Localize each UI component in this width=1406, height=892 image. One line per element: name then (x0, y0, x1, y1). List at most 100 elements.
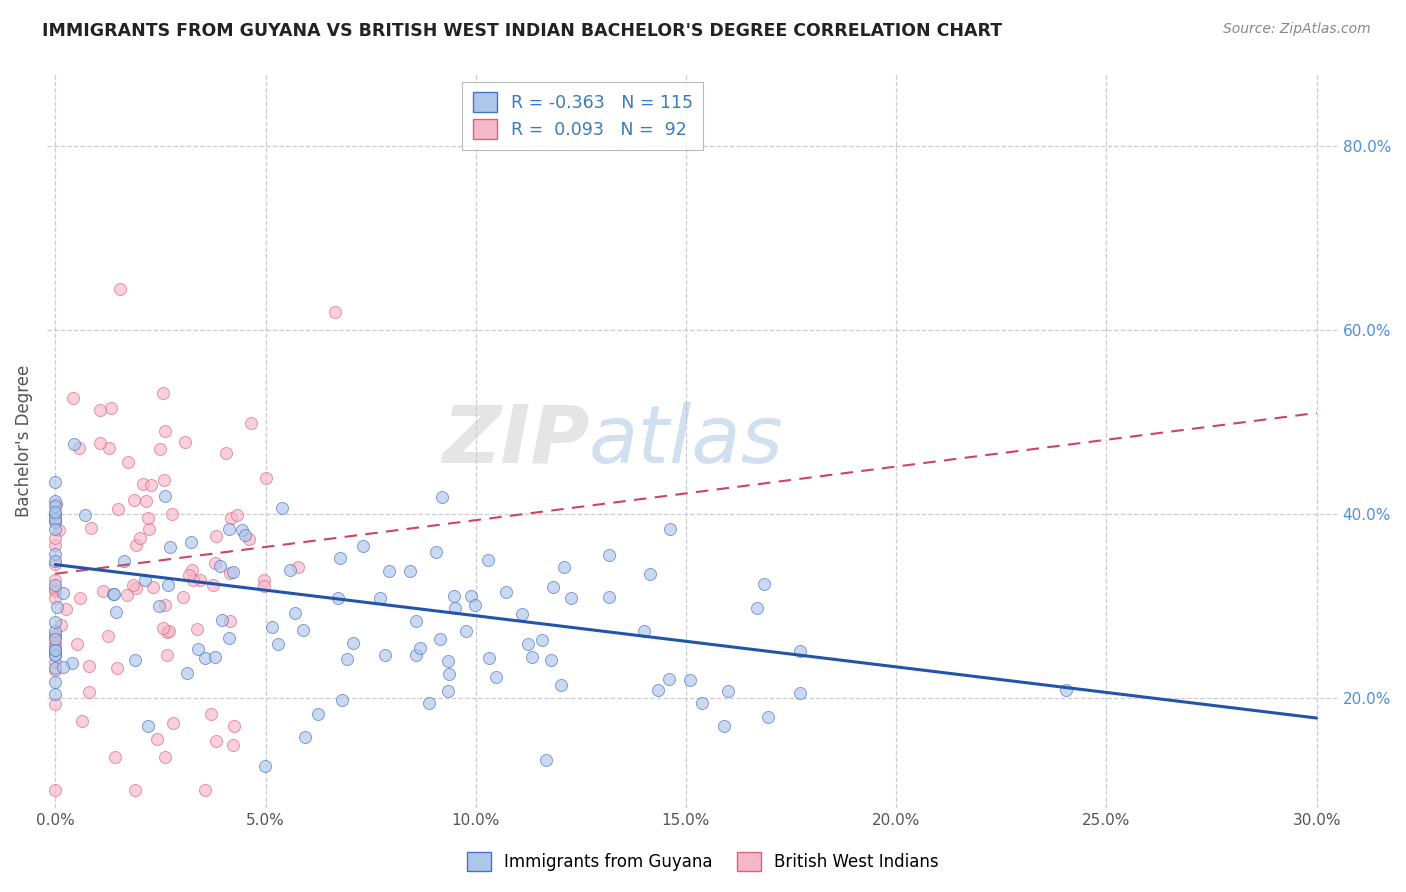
Point (478, 651, 501, 665)
Point (62, 391, 84, 405)
Point (368, 591, 391, 606)
Point (330, 692, 353, 706)
Point (517, 637, 540, 651)
Point (134, 573, 156, 587)
Point (44, 584, 66, 599)
Point (352, 539, 374, 553)
Point (187, 641, 209, 656)
Point (44, 493, 66, 508)
Point (44, 554, 66, 568)
Point (218, 631, 240, 645)
Point (79, 685, 101, 699)
Point (205, 734, 228, 748)
Point (270, 501, 292, 516)
Point (460, 589, 482, 603)
Point (239, 416, 262, 430)
Point (177, 567, 200, 582)
Text: atlas: atlas (589, 401, 783, 480)
Point (432, 490, 454, 504)
Point (44, 557, 66, 571)
Point (125, 538, 148, 552)
Point (254, 471, 277, 485)
Point (115, 588, 138, 602)
Point (202, 577, 225, 591)
Point (342, 636, 364, 650)
Point (173, 435, 195, 450)
Point (405, 648, 427, 662)
Point (160, 507, 183, 521)
Text: Source: ZipAtlas.com: Source: ZipAtlas.com (1223, 22, 1371, 37)
Point (112, 554, 135, 568)
Point (211, 613, 233, 627)
Point (287, 559, 309, 574)
Point (221, 738, 243, 752)
Point (44, 782, 66, 797)
Point (336, 652, 359, 666)
Point (66, 637, 89, 651)
Point (124, 652, 146, 666)
Point (550, 678, 572, 692)
Point (101, 587, 124, 601)
Point (44, 582, 66, 596)
Point (690, 696, 713, 710)
Legend: Immigrants from Guyana, British West Indians: Immigrants from Guyana, British West Ind… (458, 843, 948, 880)
Point (222, 719, 245, 733)
Point (104, 750, 127, 764)
Point (44, 643, 66, 657)
Point (522, 649, 544, 664)
Point (717, 684, 740, 698)
Point (219, 510, 242, 524)
Point (44, 663, 66, 677)
Point (136, 719, 159, 733)
Point (647, 682, 669, 697)
Point (159, 540, 181, 554)
Point (294, 730, 316, 744)
Point (44, 591, 66, 606)
Point (63, 436, 86, 450)
Point (97, 629, 120, 643)
Point (658, 522, 681, 536)
Point (44, 522, 66, 536)
Point (181, 564, 204, 578)
Point (52, 660, 75, 674)
Point (754, 577, 776, 591)
Point (91, 584, 114, 599)
Point (291, 624, 314, 638)
Text: ZIP: ZIP (441, 401, 589, 480)
Point (437, 667, 460, 681)
Point (204, 529, 226, 543)
Point (172, 591, 194, 605)
Point (159, 624, 181, 638)
Point (44, 512, 66, 526)
Point (477, 553, 499, 567)
Point (142, 580, 165, 594)
Point (153, 424, 176, 438)
Point (713, 719, 735, 733)
Point (44, 640, 66, 655)
Point (98, 441, 121, 455)
Point (55, 602, 77, 616)
Point (44, 505, 66, 519)
Point (218, 522, 240, 536)
Point (46, 600, 69, 615)
Point (307, 706, 329, 721)
Point (326, 591, 349, 605)
Point (745, 601, 768, 615)
Point (409, 640, 432, 655)
Point (44, 655, 66, 669)
Point (464, 599, 486, 613)
Point (52, 586, 75, 600)
Point (181, 574, 204, 588)
Point (44, 624, 66, 639)
Point (60, 656, 83, 670)
Point (107, 502, 129, 516)
Point (454, 624, 477, 639)
Point (72, 714, 94, 728)
Point (640, 567, 662, 582)
Point (208, 559, 231, 574)
Point (44, 630, 66, 644)
Point (121, 578, 143, 592)
Point (44, 578, 66, 592)
Point (44, 661, 66, 675)
Point (598, 548, 620, 562)
